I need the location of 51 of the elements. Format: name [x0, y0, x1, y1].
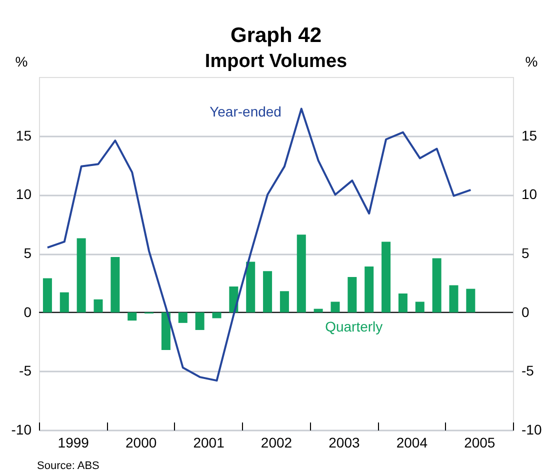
x-tick-label: 1999 [58, 434, 90, 450]
bar [212, 312, 222, 318]
bar [398, 294, 408, 312]
bar [432, 258, 442, 312]
bar [314, 308, 323, 312]
y-tick-label: 10 [16, 186, 32, 202]
bar [128, 312, 137, 321]
bar [42, 278, 52, 312]
y2-tick-label: 15 [522, 127, 538, 144]
bar [364, 266, 374, 312]
bar [382, 242, 391, 312]
bar [263, 271, 272, 312]
chart-subtitle: Import Volumes [204, 51, 348, 72]
line-series [46, 108, 472, 382]
bar [466, 288, 476, 312]
bar [348, 277, 357, 312]
x-tick-label: 2002 [260, 434, 292, 450]
y-tick-label: -5 [19, 362, 32, 379]
y-axis-title: % [15, 54, 28, 70]
y2-tick-label: 5 [522, 245, 530, 261]
y-tick-label: 0 [24, 304, 32, 320]
bar [94, 299, 103, 312]
bar [330, 302, 340, 312]
x-tick-label: 2000 [125, 434, 157, 450]
bar [161, 312, 170, 350]
bar [415, 302, 424, 312]
bar [76, 238, 86, 312]
bar [280, 291, 289, 312]
x-tick-label: 2003 [328, 434, 360, 450]
bar [296, 234, 306, 312]
chart-title: Graph 42 [230, 24, 322, 47]
bar [178, 312, 188, 323]
y2-tick-label: 0 [522, 304, 530, 320]
source-note: Source: ABS [37, 460, 100, 472]
series-label: Quarterly [325, 318, 383, 335]
y2-tick-label: -5 [522, 362, 534, 379]
y-tick-label: 15 [16, 127, 32, 144]
bar [449, 285, 458, 312]
x-tick-label: 2005 [464, 434, 496, 450]
x-tick-label: 2004 [396, 434, 428, 450]
y-tick-label: 5 [24, 245, 32, 261]
bar [60, 292, 69, 312]
series-label: Year-ended [210, 103, 282, 120]
x-tick-label: 2001 [193, 434, 225, 450]
bar [195, 312, 204, 330]
y2-tick-label: -10 [522, 422, 542, 438]
bar [110, 257, 120, 312]
y2-axis-title: % [525, 54, 538, 70]
y2-tick-label: 10 [522, 186, 538, 202]
bar [246, 262, 256, 312]
y-tick-label: -10 [11, 422, 32, 438]
